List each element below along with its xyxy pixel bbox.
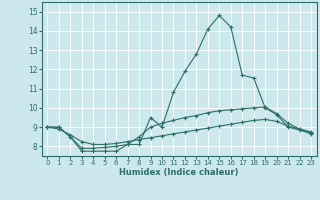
X-axis label: Humidex (Indice chaleur): Humidex (Indice chaleur) <box>119 168 239 177</box>
